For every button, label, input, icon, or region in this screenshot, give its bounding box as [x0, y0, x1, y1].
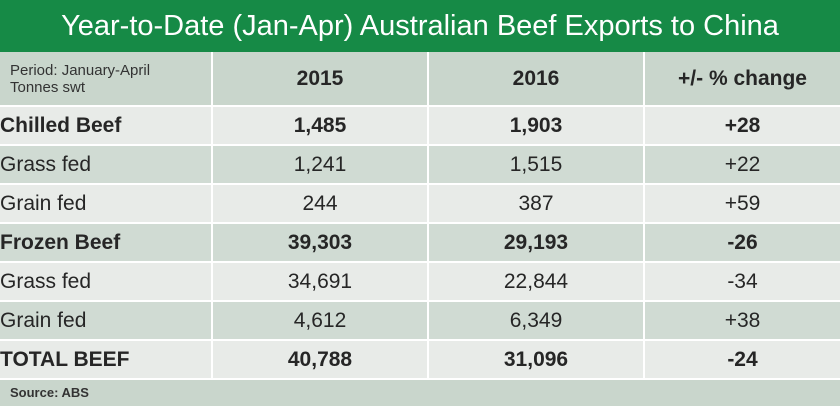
value-2015-cell: 34,691 — [212, 262, 429, 301]
exports-table: Period: January-April Tonnes swt 2015 20… — [0, 52, 840, 380]
table-row: Grass fed 1,241 1,515 +22 — [0, 145, 840, 184]
row-label-cell: Grass fed — [0, 145, 213, 184]
value-2016-cell: 1,515 — [428, 145, 645, 184]
value-2016-cell: 29,193 — [428, 223, 645, 262]
row-label-cell: Grain fed — [0, 184, 213, 223]
value-2016-cell: 31,096 — [428, 340, 645, 379]
header-2015: 2015 — [212, 52, 429, 106]
change-cell: +28 — [724, 113, 761, 137]
period-line-1: Period: January-April — [10, 61, 151, 79]
row-label-cell: Frozen Beef — [0, 223, 213, 262]
source-note: Source: ABS — [0, 380, 840, 406]
period-header: Period: January-April Tonnes swt — [0, 52, 213, 106]
value-2016-cell: 22,844 — [428, 262, 645, 301]
table-row: Chilled Beef 1,485 1,903 +28 — [0, 106, 840, 145]
table-row: Grain fed 244 387 +59 — [0, 184, 840, 223]
table-row: Grain fed 4,612 6,349 +38 — [0, 301, 840, 340]
value-2015-cell: 40,788 — [212, 340, 429, 379]
table-title: Year-to-Date (Jan-Apr) Australian Beef E… — [0, 0, 840, 52]
header-change: +/- % change — [678, 66, 807, 90]
table-row: Grass fed 34,691 22,844 -34 — [0, 262, 840, 301]
value-2015-cell: 4,612 — [212, 301, 429, 340]
change-cell: +22 — [724, 152, 761, 176]
row-label-cell: Grain fed — [0, 301, 213, 340]
table-row: Frozen Beef 39,303 29,193 -26 — [0, 223, 840, 262]
period-line-2: Tonnes swt — [10, 78, 86, 96]
change-cell: +59 — [724, 191, 761, 215]
value-2016-cell: 1,903 — [428, 106, 645, 145]
change-cell: -24 — [727, 347, 758, 371]
value-2016-cell: 387 — [428, 184, 645, 223]
value-2015-cell: 244 — [212, 184, 429, 223]
row-label-cell: Chilled Beef — [0, 106, 213, 145]
header-row: Period: January-April Tonnes swt 2015 20… — [0, 52, 840, 106]
row-label-cell: Grass fed — [0, 262, 213, 301]
value-2015-cell: 1,241 — [212, 145, 429, 184]
value-2015-cell: 39,303 — [212, 223, 429, 262]
change-cell: -26 — [727, 230, 758, 254]
value-2015-cell: 1,485 — [212, 106, 429, 145]
change-cell: +38 — [724, 308, 761, 332]
header-2016: 2016 — [428, 52, 645, 106]
value-2016-cell: 6,349 — [428, 301, 645, 340]
row-label-cell: TOTAL BEEF — [0, 340, 213, 379]
table-row: TOTAL BEEF 40,788 31,096 -24 — [0, 340, 840, 379]
change-cell: -34 — [727, 269, 758, 293]
